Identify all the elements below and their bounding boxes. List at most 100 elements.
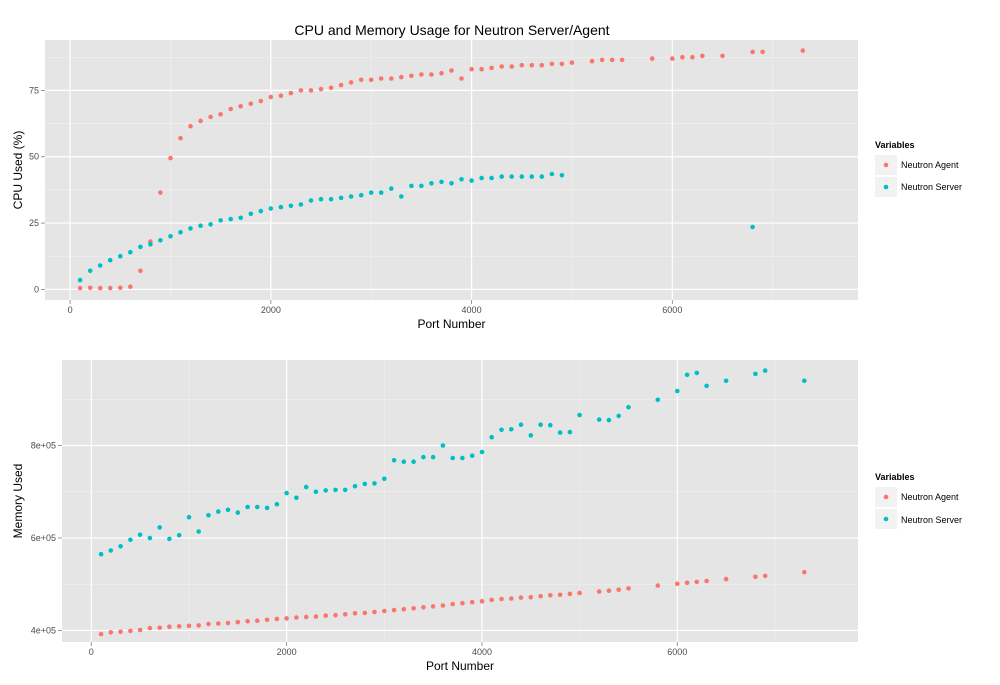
cpu-point-agent — [609, 57, 615, 63]
cpu-point-agent — [549, 61, 555, 67]
memory-point-agent — [118, 629, 123, 635]
memory-point-agent — [245, 618, 250, 624]
memory-point-server — [225, 507, 231, 513]
cpu-point-agent — [248, 101, 254, 106]
memory-y-tick-label: 4e+05 — [31, 625, 56, 635]
cpu-point-agent — [87, 285, 93, 291]
cpu-point-agent — [529, 62, 535, 68]
memory-point-server — [596, 417, 602, 422]
memory-points-agent — [98, 569, 807, 637]
cpu-legend-label-server: Neutron Server — [901, 182, 962, 192]
memory-point-agent — [762, 573, 768, 579]
memory-point-agent — [274, 616, 280, 622]
memory-point-agent — [391, 607, 397, 613]
cpu-point-agent — [649, 56, 655, 61]
memory-panel: 0 2000 4000 6000 4e+05 6e+05 8e+05 Port Numbe… — [11, 360, 962, 673]
cpu-point-agent — [278, 93, 284, 98]
memory-point-agent — [548, 593, 553, 598]
cpu-point-server — [158, 238, 163, 243]
cpu-point-agent — [599, 57, 605, 63]
cpu-point-agent — [138, 268, 143, 274]
memory-point-agent — [372, 609, 377, 615]
memory-point-server — [147, 535, 153, 541]
cpu-point-server — [107, 257, 113, 263]
cpu-point-server — [399, 194, 404, 199]
memory-point-agent — [254, 618, 260, 623]
memory-point-agent — [723, 576, 729, 582]
cpu-point-server — [268, 206, 274, 211]
memory-point-server — [421, 454, 426, 460]
memory-point-agent — [98, 631, 104, 637]
cpu-point-agent — [338, 82, 344, 88]
cpu-point-agent — [750, 49, 755, 55]
memory-point-server — [274, 501, 280, 507]
cpu-point-server — [509, 174, 514, 179]
cpu-point-server — [278, 204, 284, 210]
memory-point-server — [460, 455, 465, 461]
memory-point-agent — [147, 625, 153, 631]
cpu-point-server — [529, 174, 535, 179]
cpu-point-server — [368, 190, 374, 195]
cpu-point-agent — [670, 56, 675, 61]
memory-point-agent — [382, 608, 387, 614]
memory-point-agent — [440, 603, 446, 608]
cpu-point-agent — [509, 64, 514, 69]
memory-point-agent — [616, 587, 621, 593]
memory-point-agent — [303, 614, 309, 620]
memory-plot-background — [62, 360, 858, 642]
memory-point-server — [98, 551, 104, 557]
cpu-point-server — [348, 194, 354, 199]
cpu-x-tick-label: 0 — [68, 305, 73, 315]
memory-point-server — [186, 514, 192, 520]
memory-point-agent — [675, 581, 680, 587]
memory-point-server — [538, 422, 543, 428]
memory-point-server — [753, 371, 758, 377]
cpu-point-agent — [760, 49, 765, 55]
cpu-y-tick-label: 25 — [29, 218, 39, 228]
memory-point-server — [723, 378, 729, 384]
memory-point-agent — [802, 569, 807, 575]
memory-point-agent — [499, 596, 504, 602]
memory-point-server — [264, 505, 270, 511]
memory-x-tick-label: 4000 — [472, 647, 492, 657]
cpu-point-server — [118, 253, 123, 259]
memory-point-server — [762, 368, 768, 373]
cpu-point-server — [378, 190, 384, 195]
memory-point-agent — [606, 588, 612, 593]
memory-point-server — [704, 383, 709, 389]
memory-point-server — [362, 481, 368, 487]
cpu-point-agent — [318, 86, 324, 92]
cpu-point-server — [499, 174, 505, 179]
cpu-point-agent — [378, 76, 384, 81]
memory-point-agent — [655, 583, 661, 588]
memory-point-server — [382, 476, 387, 482]
memory-legend-label-server: Neutron Server — [901, 515, 962, 525]
cpu-point-agent — [700, 53, 705, 59]
memory-point-agent — [352, 611, 358, 616]
memory-point-agent — [186, 623, 192, 629]
cpu-legend-label-agent: Neutron Agent — [901, 160, 959, 170]
cpu-point-server — [539, 174, 545, 179]
cpu-point-agent — [539, 62, 545, 68]
memory-point-server — [313, 489, 319, 495]
memory-point-server — [518, 422, 524, 428]
cpu-point-server — [77, 277, 83, 283]
cpu-point-agent — [97, 285, 103, 291]
memory-gridlines — [62, 360, 858, 642]
cpu-point-agent — [389, 76, 394, 81]
memory-point-server — [489, 434, 495, 440]
cpu-legend-marker-agent — [883, 162, 889, 168]
memory-legend: Variables Neutron Agent Neutron Server — [875, 472, 962, 529]
cpu-point-server — [188, 226, 193, 231]
memory-point-server — [196, 529, 201, 534]
memory-point-server — [235, 510, 241, 515]
cpu-point-agent — [489, 65, 494, 71]
memory-x-axis-title: Port Number — [426, 659, 494, 673]
cpu-point-server — [238, 215, 243, 221]
memory-point-server — [176, 532, 182, 538]
memory-point-agent — [489, 597, 495, 603]
cpu-point-server — [128, 249, 133, 255]
memory-point-server — [567, 429, 573, 435]
cpu-point-server — [409, 183, 414, 189]
cpu-y-axis-title: CPU Used (%) — [11, 131, 25, 210]
